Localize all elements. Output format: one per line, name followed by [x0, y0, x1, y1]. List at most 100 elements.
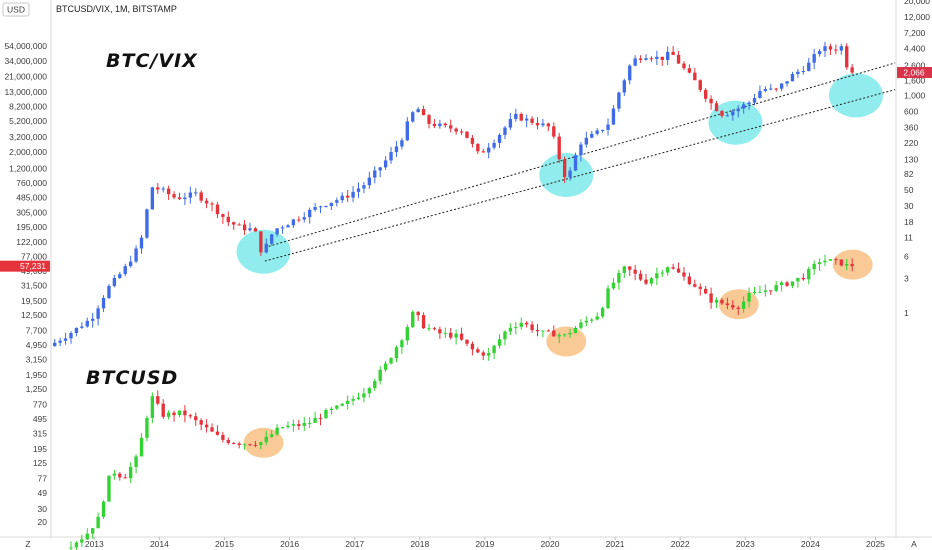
price-candle [427, 328, 431, 330]
ratio-candle [774, 88, 778, 90]
ratio-candle [253, 228, 258, 232]
ratio-candle [80, 326, 84, 328]
price-candle [779, 282, 784, 286]
ratio-candle [411, 112, 415, 122]
price-candle [69, 547, 73, 549]
price-candle [638, 273, 643, 280]
time-axis-tick-label: 2013 [85, 539, 104, 549]
price-candle [557, 334, 561, 337]
ratio-candles [53, 41, 854, 347]
price-candle [145, 417, 149, 438]
price-candle [524, 322, 529, 325]
price-candle [785, 282, 789, 286]
left-axis-tick-label: 4,950 [26, 340, 48, 350]
ratio-candle [199, 192, 203, 201]
ratio-candle [156, 187, 160, 190]
ratio-candle [63, 338, 68, 341]
ratio-candle [622, 80, 626, 93]
ratio-candle [280, 227, 285, 229]
ratio-candle [470, 137, 475, 144]
left-axis-tick-label: 305,000 [16, 207, 47, 217]
price-candle [687, 276, 692, 285]
ratio-candle [373, 170, 377, 178]
left-axis-tick-label: 122,000 [16, 237, 47, 247]
ratio-candle [101, 297, 106, 309]
currency-button[interactable]: USD [2, 2, 30, 17]
auto-scale-label: A [911, 539, 917, 549]
price-candle [80, 539, 84, 543]
ratio-candle [264, 243, 268, 253]
right-axis-tick-label: 20,000 [904, 0, 930, 6]
price-candle [264, 436, 268, 443]
right-axis-tick-label: 220 [904, 138, 918, 148]
right-axis-tick-label: 18 [904, 217, 914, 227]
price-candle [497, 339, 502, 346]
price-candle [237, 443, 241, 446]
ratio-candle [741, 104, 746, 109]
price-candle [286, 425, 290, 428]
left-axis-tick-label: 315 [33, 428, 47, 438]
ratio-candle [405, 121, 410, 141]
price-candle [666, 267, 670, 273]
ratio-candle [617, 92, 621, 109]
price-candle [432, 328, 437, 330]
auto-scale-button[interactable]: A [911, 539, 917, 549]
ratio-candle [329, 202, 334, 207]
ratio-candle [487, 147, 491, 153]
ratio-candle [394, 146, 399, 153]
right-axis-tick-label: 50 [904, 185, 914, 195]
scale-corner-button[interactable]: Z [25, 539, 30, 549]
ratio-candle [123, 266, 127, 275]
price-candle [302, 422, 306, 426]
price-candle [378, 369, 382, 381]
ratio-candle [378, 167, 382, 171]
ratio-candle [508, 118, 513, 128]
time-axis-tick-label: 2021 [606, 539, 625, 549]
right-axis-tick-label: 2,600 [904, 60, 926, 70]
ratio-candle [259, 231, 263, 253]
ratio-support-zone [236, 229, 291, 274]
right-axis-tick-label: 82 [904, 169, 914, 179]
price-candle [568, 333, 572, 335]
ratio-candle [416, 109, 420, 113]
left-axis-tick-label: 77,000 [21, 252, 47, 262]
ratio-candle [633, 58, 637, 66]
price-candle [655, 273, 659, 279]
ratio-candle [297, 219, 301, 221]
left-axis-tick-label: 495 [33, 414, 47, 424]
price-candle [459, 333, 464, 340]
price-candle [275, 427, 279, 435]
trendline [264, 89, 896, 262]
price-candle [210, 427, 214, 432]
ratio-candle [275, 228, 279, 235]
ratio-candle [215, 204, 220, 215]
ratio-candle [161, 188, 165, 190]
price-candle [405, 327, 410, 341]
ratio-candle [649, 58, 654, 60]
ratio-candle [590, 133, 594, 138]
price-candle [199, 420, 203, 425]
price-candle [394, 347, 399, 359]
ratio-candle [812, 54, 816, 63]
price-candle [221, 434, 225, 440]
price-candle [232, 442, 236, 444]
ratio-candle [568, 170, 572, 178]
price-candle [541, 330, 545, 332]
price-candle [698, 286, 702, 289]
left-axis-tick-label: 760,000 [16, 178, 47, 188]
ratio-candle [226, 216, 230, 223]
ratio-candle [183, 197, 187, 200]
ratio-candle [356, 188, 361, 192]
price-candle [313, 417, 317, 423]
currency-button-label: USD [7, 5, 25, 15]
left-axis-tick-label: 485,000 [16, 192, 47, 202]
price-candle [329, 408, 334, 410]
ratio-candle [307, 209, 312, 218]
left-axis-tick-label: 1,250 [26, 384, 48, 394]
ratio-candle [850, 67, 854, 73]
price-candle [226, 439, 230, 443]
ratio-candle [828, 46, 833, 50]
ratio-candle [481, 151, 485, 153]
price-candle [351, 399, 355, 401]
price-candle [622, 266, 626, 273]
